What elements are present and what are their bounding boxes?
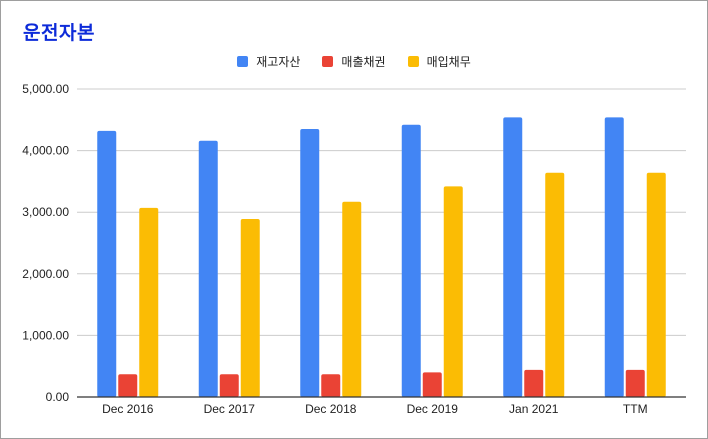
- x-tick-label: TTM: [623, 402, 648, 416]
- bar-inventory: [604, 117, 624, 397]
- bar-inventory: [198, 140, 218, 397]
- legend-label-series-1: 매출채권: [341, 55, 386, 69]
- bar-receivables: [321, 374, 341, 397]
- x-tick-label: Dec 2019: [407, 402, 459, 416]
- bar-receivables: [422, 372, 442, 397]
- legend-swatch-series-2: [407, 56, 419, 67]
- x-tick-label: Jan 2021: [509, 402, 559, 416]
- bar-receivables: [219, 374, 239, 397]
- bar-payables: [240, 218, 260, 397]
- bar-payables: [545, 172, 565, 397]
- y-tick-label: 5,000.00: [22, 82, 69, 96]
- x-tick-label: Dec 2017: [204, 402, 256, 416]
- bar-inventory: [97, 130, 117, 397]
- x-tick-label: Dec 2018: [305, 402, 357, 416]
- legend-swatch-series-0: [237, 56, 249, 67]
- bar-receivables: [524, 369, 544, 397]
- x-tick-label: Dec 2016: [102, 402, 154, 416]
- bar-payables: [443, 186, 463, 397]
- y-tick-label: 3,000.00: [22, 205, 69, 219]
- bar-inventory: [401, 124, 421, 397]
- bar-inventory: [300, 129, 320, 398]
- bar-inventory: [503, 117, 523, 397]
- legend-item-series-2[interactable]: 매입채무: [407, 53, 471, 70]
- bar-payables: [342, 201, 362, 397]
- chart-legend: 재고자산 매출채권 매입채무: [0, 53, 708, 70]
- legend-label-series-0: 재고자산: [256, 55, 301, 69]
- chart-title: 운전자본: [23, 22, 95, 44]
- legend-swatch-series-1: [322, 56, 334, 67]
- legend-label-series-2: 매입채무: [426, 55, 471, 69]
- legend-item-series-0[interactable]: 재고자산: [237, 53, 300, 70]
- y-tick-label: 4,000.00: [22, 144, 69, 158]
- y-tick-label: 0.00: [46, 390, 70, 404]
- bar-payables: [139, 207, 159, 397]
- bar-receivables: [625, 369, 645, 397]
- y-tick-label: 2,000.00: [22, 267, 69, 281]
- bar-payables: [646, 172, 666, 397]
- y-tick-label: 1,000.00: [22, 328, 69, 342]
- bar-receivables: [118, 374, 138, 397]
- legend-item-series-1[interactable]: 매출채권: [322, 53, 386, 70]
